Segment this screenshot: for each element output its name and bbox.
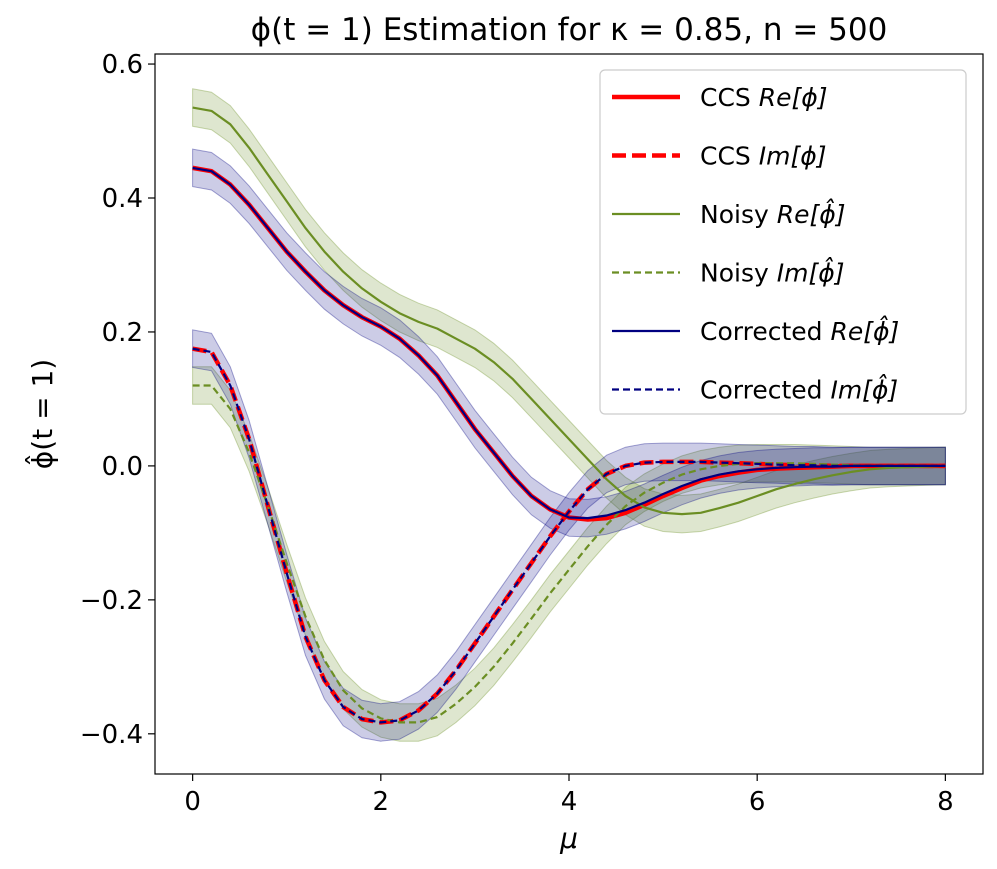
band-noisy-re-band <box>192 88 946 534</box>
x-tick-label: 2 <box>373 787 390 817</box>
legend-label-noisy-re: Noisy Re[ϕ̂] <box>700 198 845 229</box>
y-tick-label: 0.0 <box>102 452 143 482</box>
x-axis-ticks: 0 2 4 6 8 <box>184 774 954 817</box>
series-line-corrected-im <box>192 347 946 724</box>
series-line-corrected-re <box>192 166 946 520</box>
x-tick-label: 4 <box>561 787 578 817</box>
y-tick-label: 0.4 <box>102 184 143 214</box>
legend-label-noisy-im: Noisy Im[ϕ̂] <box>700 257 844 288</box>
y-tick-label: 0.2 <box>102 318 143 348</box>
y-axis-ticks: −0.4 −0.2 0.0 0.2 0.4 0.6 <box>80 50 155 750</box>
legend-box <box>599 69 967 415</box>
legend-label-ccs-im: CCS Im[ϕ] <box>700 142 826 171</box>
legend: CCS Re[ϕ] CCS Im[ϕ] Noisy Re[ϕ̂] Noisy Im[ϕ… <box>599 69 967 415</box>
y-axis-label: ϕ̂(t = 1) <box>23 359 59 469</box>
x-tick-label: 8 <box>937 787 954 817</box>
legend-label-corrected-re: Corrected Re[ϕ̂] <box>700 315 899 346</box>
series-lines <box>192 106 946 725</box>
confidence-bands <box>192 88 946 742</box>
band-noisy-im-band <box>192 366 946 742</box>
x-tick-label: 6 <box>749 787 766 817</box>
chart-title: ϕ(t = 1) Estimation for κ = 0.85, n = 50… <box>251 12 888 48</box>
x-tick-label: 0 <box>184 787 201 817</box>
y-tick-label: −0.4 <box>80 720 143 750</box>
y-tick-label: 0.6 <box>102 50 143 80</box>
band-corrected-re-band <box>192 148 946 538</box>
series-line-noisy-im <box>192 384 946 724</box>
legend-label-corrected-im: Corrected Im[ϕ̂] <box>700 374 898 405</box>
y-tick-label: −0.2 <box>80 586 143 616</box>
legend-label-ccs-re: CCS Re[ϕ] <box>700 83 827 112</box>
series-line-noisy-re <box>192 106 946 516</box>
x-axis-label: μ <box>559 822 578 855</box>
